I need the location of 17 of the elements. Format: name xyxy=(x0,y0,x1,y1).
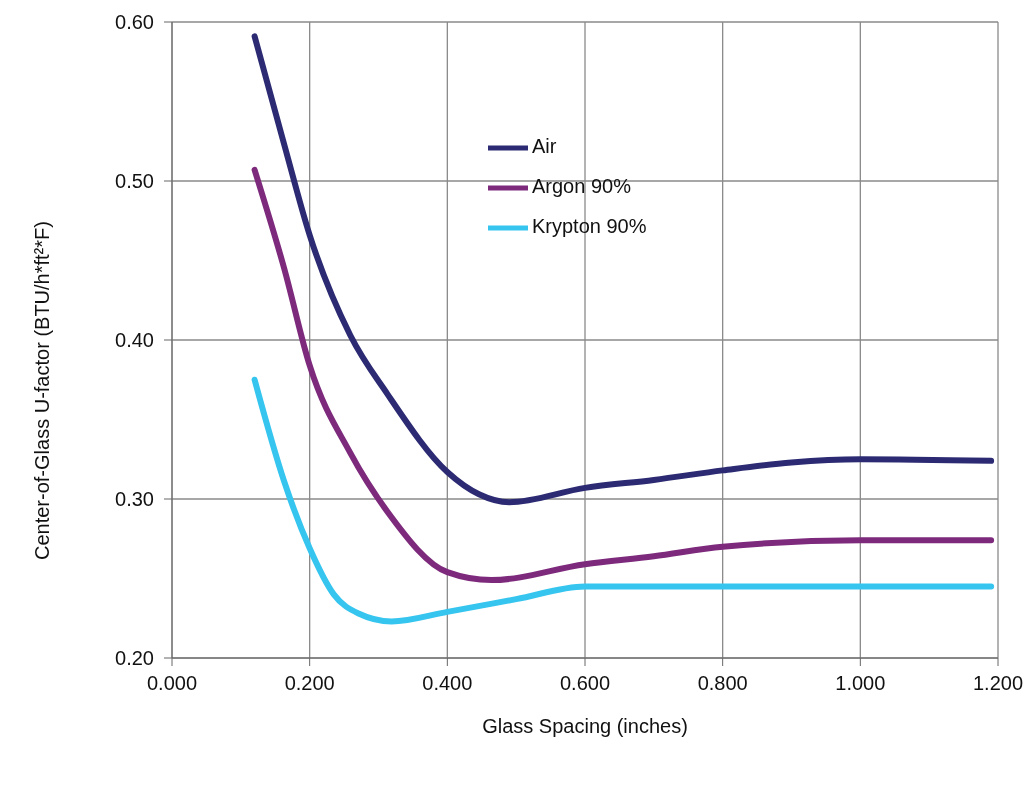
x-tick-label: 1.200 xyxy=(972,672,1024,695)
x-tick-label: 0.200 xyxy=(284,672,335,695)
x-axis-title: Glass Spacing (inches) xyxy=(482,715,688,737)
x-tick-label: 0.800 xyxy=(697,672,748,695)
legend-label: Argon 90% xyxy=(532,175,631,198)
y-tick-label: 0.40 xyxy=(115,329,154,352)
y-tick-label: 0.50 xyxy=(115,170,154,193)
y-axis-title: Center-of-Glass U-factor (BTU/h*ft²*F) xyxy=(31,221,54,560)
legend-label: Air xyxy=(532,135,557,158)
x-tick-label: 0.400 xyxy=(422,672,473,695)
legend-label: Krypton 90% xyxy=(532,215,647,238)
x-tick-label: 0.000 xyxy=(146,672,198,695)
x-tick-label: 1.000 xyxy=(835,672,886,695)
x-tick-label: 0.600 xyxy=(559,672,611,695)
y-tick-label: 0.60 xyxy=(115,11,154,34)
y-tick-label: 0.30 xyxy=(115,488,154,511)
y-tick-label: 0.20 xyxy=(115,647,154,670)
